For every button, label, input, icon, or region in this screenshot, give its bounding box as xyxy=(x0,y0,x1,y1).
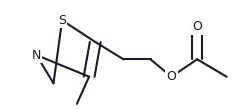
Text: O: O xyxy=(166,70,176,83)
Text: S: S xyxy=(58,14,66,27)
Text: O: O xyxy=(192,20,202,33)
Text: N: N xyxy=(32,49,41,61)
